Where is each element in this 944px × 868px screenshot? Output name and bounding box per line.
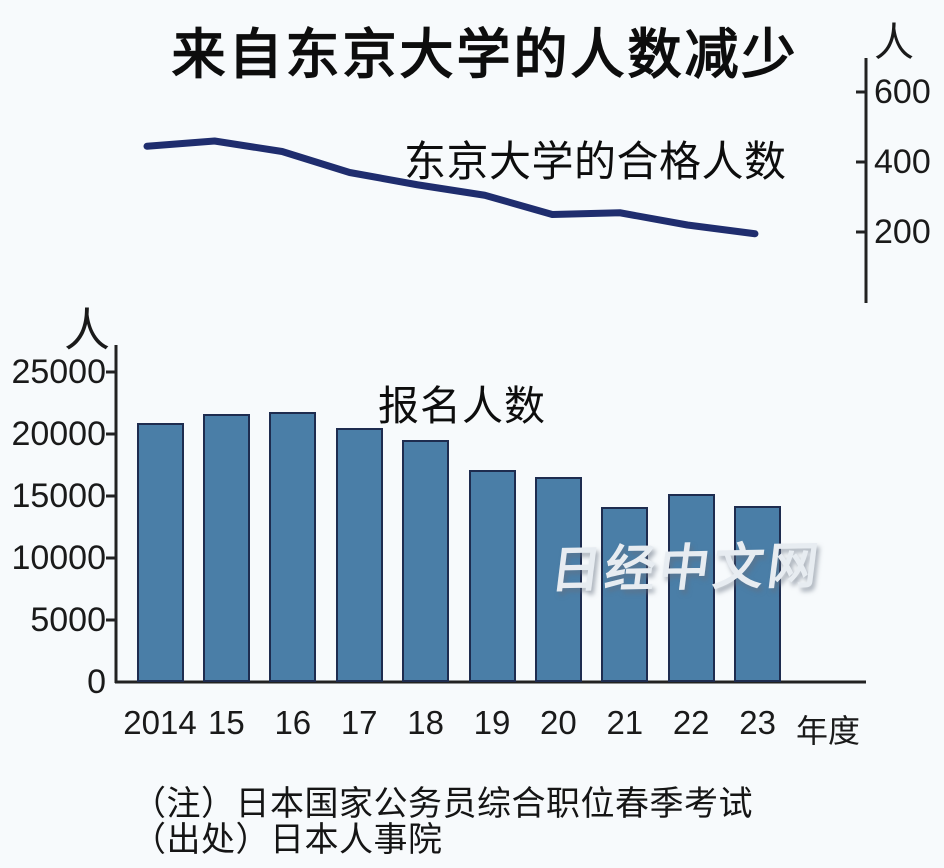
bar-18 (402, 440, 450, 682)
bar-17 (335, 427, 383, 682)
trend-line (143, 137, 759, 238)
bar-series-label: 报名人数 (378, 383, 546, 429)
x-tick-label-16: 16 (274, 704, 312, 741)
line-axis-label-200: 200 (874, 213, 931, 251)
line-axis-label-600: 600 (874, 73, 931, 111)
line-axis-label-400: 400 (874, 143, 931, 181)
line-axis-unit-label: 人 (874, 21, 914, 65)
footnote-source-line2: （出处）日本人事院 (132, 821, 443, 859)
bar-axis-label-15000: 15000 (11, 477, 106, 515)
bar-axis-label-25000: 25000 (11, 353, 106, 391)
bar-23 (734, 505, 782, 682)
bar-15 (202, 414, 250, 682)
x-axis-unit-label: 年度 (796, 713, 861, 749)
x-tick-label-22: 22 (672, 704, 710, 741)
chart-title: 来自东京大学的人数减少 (171, 25, 799, 85)
x-tick-label-23: 23 (739, 704, 776, 741)
bar-axis-unit-label: 人 (64, 304, 110, 356)
x-tick-label-19: 19 (473, 704, 511, 741)
bar-20 (534, 477, 582, 682)
bar-axis-label-0: 0 (87, 663, 106, 701)
x-tick-label-20: 20 (540, 704, 577, 741)
x-tick-label-2014: 2014 (123, 704, 197, 741)
bar-axis-label-20000: 20000 (11, 415, 106, 453)
watermark: 日经中文网 (547, 537, 826, 599)
bar-16 (269, 411, 317, 682)
bar-axis-label-5000: 5000 (30, 601, 106, 639)
line-series-label: 东京大学的合格人数 (404, 138, 787, 185)
bar-2014 (136, 422, 184, 682)
bar-22 (667, 493, 715, 682)
x-tick-label-17: 17 (340, 704, 378, 741)
x-tick-label-21: 21 (606, 704, 644, 741)
bar-axis-label-10000: 10000 (11, 539, 106, 577)
bar-21 (601, 507, 649, 682)
footnote-source-line1: （注）日本国家公务员综合职位春季考试 (132, 785, 753, 823)
x-tick-label-15: 15 (208, 704, 245, 741)
bar-19 (468, 469, 516, 682)
x-tick-label-18: 18 (407, 704, 444, 741)
